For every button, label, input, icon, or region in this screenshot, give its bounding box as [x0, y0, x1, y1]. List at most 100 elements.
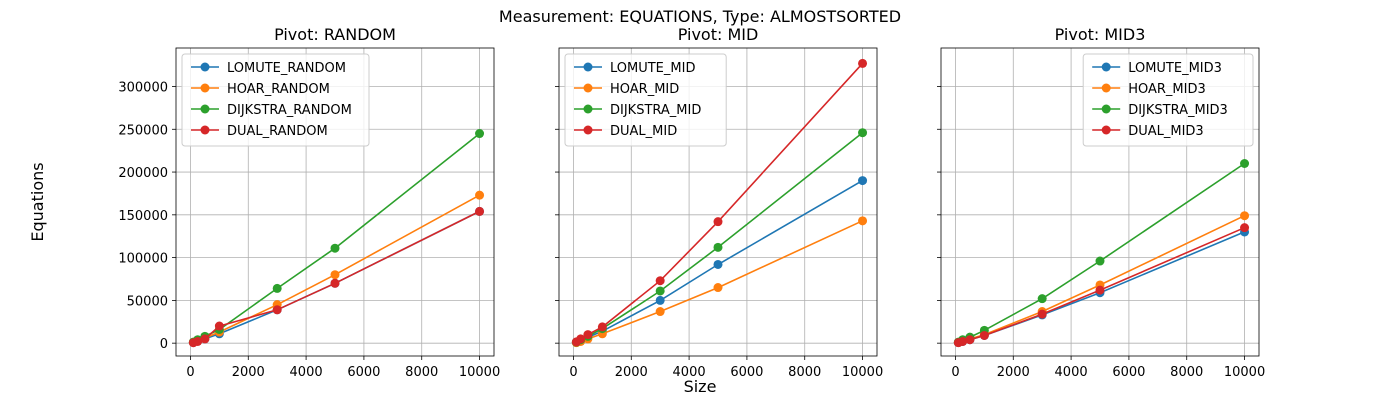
data-point — [655, 307, 665, 317]
x-tick-label: 8000 — [405, 365, 438, 380]
legend-label: HOAR_MID — [610, 82, 679, 97]
x-tick-label: 6000 — [1112, 365, 1145, 380]
plot-frame — [175, 47, 495, 357]
data-point — [713, 283, 723, 293]
legend-label: DIJKSTRA_MID — [610, 103, 701, 118]
legend: LOMUTE_MID HOAR_MID DIJKSTRA_MID DUAL_MID — [564, 53, 727, 147]
y-tick-label: 0 — [160, 337, 168, 352]
series-line — [958, 214, 1245, 344]
figure-suptitle: Measurement: EQUATIONS, Type: ALMOSTSORT… — [499, 7, 901, 26]
legend-box — [564, 53, 727, 147]
chart-panels: 0 2000 4000 6000 8000 10000050000100000150000… — [118, 25, 1265, 380]
chart-title: Pivot: MID3 — [1055, 25, 1146, 44]
data-point — [858, 128, 868, 138]
data-point — [330, 270, 340, 280]
x-tick-label: 0 — [951, 365, 959, 380]
data-point — [597, 322, 607, 332]
legend-label: DIJKSTRA_RANDOM — [227, 103, 352, 118]
chart-title: Pivot: MID — [678, 25, 759, 44]
x-tick-label: 10000 — [1224, 365, 1265, 380]
series-HOAR_RANDOM — [188, 190, 485, 347]
chart-panel-1: 0 2000 4000 6000 8000 10000 Pivot: MID LOMUTE_M… — [555, 25, 883, 380]
x-tick-label: 6000 — [730, 365, 763, 380]
chart-title: Pivot: RANDOM — [274, 25, 396, 44]
chart-panel-0: 0 2000 4000 6000 8000 10000050000100000150000… — [118, 25, 500, 380]
x-tick-label: 2000 — [615, 365, 648, 380]
legend-box — [181, 53, 370, 147]
x-tick-label: 10000 — [459, 365, 500, 380]
data-point — [214, 321, 224, 331]
data-point — [655, 286, 665, 296]
legend-marker — [1101, 83, 1111, 93]
data-point — [858, 58, 868, 68]
legend-label: DUAL_MID — [610, 124, 677, 139]
data-point — [272, 283, 282, 293]
y-tick-label: 250000 — [118, 123, 168, 138]
x-tick-label: 10000 — [842, 365, 883, 380]
data-point — [330, 243, 340, 253]
legend: LOMUTE_MID3 HOAR_MID3 DIJKSTRA_MID3 DUAL_MI… — [1082, 53, 1254, 147]
data-point — [858, 176, 868, 186]
legend-label: DUAL_RANDOM — [227, 124, 328, 139]
x-tick-label: 4000 — [1055, 365, 1088, 380]
series-HOAR_MID — [571, 216, 868, 348]
x-tick-label: 2000 — [232, 365, 265, 380]
series-DUAL_RANDOM — [188, 206, 485, 348]
series-LOMUTE_MID — [571, 176, 868, 347]
legend-box — [1082, 53, 1254, 147]
data-point — [858, 216, 868, 226]
legend-marker — [1101, 104, 1111, 114]
data-point — [576, 334, 586, 344]
series-line — [192, 132, 480, 343]
y-tick-label: 200000 — [118, 166, 168, 181]
data-point — [1037, 309, 1047, 319]
plot-frame — [940, 47, 1260, 357]
legend-marker — [200, 125, 210, 135]
data-point — [330, 278, 340, 288]
series-line — [575, 132, 863, 343]
y-tick-label: 50000 — [127, 294, 168, 309]
data-point — [475, 190, 485, 200]
data-point — [979, 330, 989, 340]
data-point — [965, 335, 975, 345]
x-tick-label: 0 — [569, 365, 577, 380]
data-point — [655, 295, 665, 305]
data-point — [1240, 223, 1250, 233]
data-point — [1240, 159, 1250, 168]
figure-shared-xlabel: Size — [684, 377, 717, 396]
data-point — [1240, 211, 1250, 221]
data-point — [655, 276, 665, 286]
data-point — [958, 336, 968, 346]
series-HOAR_MID3 — [953, 211, 1250, 347]
y-tick-label: 300000 — [118, 81, 168, 96]
legend-label: DUAL_MID3 — [1128, 124, 1204, 139]
x-tick-label: 4000 — [290, 365, 323, 380]
data-point — [475, 129, 485, 139]
y-tick-label: 100000 — [118, 252, 168, 267]
data-point — [713, 242, 723, 252]
plot-frame — [558, 47, 878, 357]
data-point — [200, 334, 210, 344]
series-line — [957, 162, 1245, 343]
x-tick-label: 2000 — [997, 365, 1030, 380]
series-DUAL_MID3 — [953, 223, 1250, 348]
data-point — [583, 330, 593, 340]
legend-marker — [1101, 125, 1111, 135]
legend-marker — [583, 104, 593, 114]
series-line — [576, 220, 863, 344]
legend-label: LOMUTE_RANDOM — [227, 61, 346, 76]
x-tick-label: 4000 — [673, 365, 706, 380]
data-point — [193, 336, 203, 346]
legend-label: DIJKSTRA_MID3 — [1128, 103, 1228, 118]
series-DUAL_MID — [571, 58, 868, 347]
x-tick-label: 8000 — [1170, 365, 1203, 380]
legend-marker — [583, 83, 593, 93]
legend-marker — [583, 125, 593, 135]
legend-marker — [200, 83, 210, 93]
series-line — [193, 194, 480, 344]
y-tick-label: 150000 — [118, 209, 168, 224]
legend-marker — [583, 62, 593, 72]
x-tick-label: 8000 — [788, 365, 821, 380]
chart-panel-2: 0 2000 4000 6000 8000 10000 Pivot: MID3 LOMUTE_… — [937, 25, 1265, 380]
